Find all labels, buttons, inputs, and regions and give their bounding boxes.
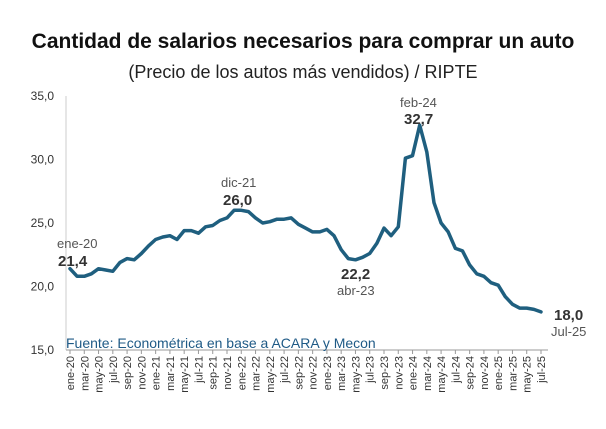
y-tick-label: 15,0 bbox=[31, 343, 55, 357]
x-tick-label: ene-25 bbox=[493, 356, 505, 390]
annotation-value-dic-21: 26,0 bbox=[223, 192, 252, 209]
annotation-date-jul-25: Jul-25 bbox=[551, 324, 586, 339]
y-tick-label: 35,0 bbox=[31, 89, 55, 103]
annotation-date-dic-21: dic-21 bbox=[221, 175, 256, 190]
x-tick-label: jul-23 bbox=[365, 356, 377, 384]
x-tick-label: nov-23 bbox=[393, 356, 405, 390]
annotation-value-abr-23: 22,2 bbox=[341, 266, 370, 283]
x-tick-label: nov-24 bbox=[479, 356, 491, 390]
y-tick-label: 20,0 bbox=[31, 280, 55, 294]
x-tick-label: ene-21 bbox=[151, 356, 163, 390]
x-tick-label: may-21 bbox=[179, 356, 191, 393]
annotation-date-abr-23: abr-23 bbox=[337, 283, 375, 298]
x-tick-label: mar-24 bbox=[422, 356, 434, 391]
x-tick-label: mar-20 bbox=[79, 356, 91, 391]
annotation-date-ene-20: ene-20 bbox=[57, 236, 97, 251]
x-tick-label: may-23 bbox=[350, 356, 362, 393]
x-tick-label: may-24 bbox=[436, 356, 448, 393]
x-tick-label: sep-20 bbox=[122, 356, 134, 390]
x-tick-label: sep-24 bbox=[465, 356, 477, 390]
x-tick-label: nov-22 bbox=[308, 356, 320, 390]
source-note: Fuente: Econométrica en base a ACARA y M… bbox=[66, 335, 376, 351]
x-tick-label: jul-22 bbox=[279, 356, 291, 384]
x-tick-label: ene-24 bbox=[408, 356, 420, 390]
x-tick-label: nov-20 bbox=[136, 356, 148, 390]
x-axis-ticks: ene-20 mar-20 may-20 jul-20 sep-20 nov-20 ene-… bbox=[65, 350, 548, 393]
x-tick-label: nov-21 bbox=[222, 356, 234, 390]
series-line bbox=[68, 123, 543, 314]
x-tick-label: may-20 bbox=[94, 356, 106, 393]
x-tick-label: mar-21 bbox=[165, 356, 177, 391]
x-tick-label: sep-23 bbox=[379, 356, 391, 390]
x-tick-label: jul-21 bbox=[193, 356, 205, 384]
annotation-value-jul-25: 18,0 bbox=[554, 307, 583, 324]
annotation-date-feb-24: feb-24 bbox=[400, 95, 437, 110]
chart-subtitle: (Precio de los autos más vendidos) / RIP… bbox=[128, 62, 478, 82]
x-tick-label: mar-22 bbox=[251, 356, 263, 391]
x-tick-label: may-22 bbox=[265, 356, 277, 393]
x-tick-label: mar-23 bbox=[336, 356, 348, 391]
x-tick-label: jul-20 bbox=[108, 356, 120, 384]
x-tick-label: mar-25 bbox=[507, 356, 519, 391]
y-tick-label: 25,0 bbox=[31, 216, 55, 230]
x-tick-label: sep-21 bbox=[208, 356, 220, 390]
y-tick-label: 30,0 bbox=[31, 153, 55, 167]
x-tick-label: may-25 bbox=[522, 356, 534, 393]
x-tick-label: ene-20 bbox=[65, 356, 77, 390]
y-axis-ticks: 15,0 20,0 25,0 30,0 35,0 bbox=[31, 89, 55, 357]
x-tick-label: ene-23 bbox=[322, 356, 334, 390]
x-tick-label: jul-25 bbox=[536, 356, 548, 384]
chart-title: Cantidad de salarios necesarios para com… bbox=[31, 30, 575, 53]
annotation-value-feb-24: 32,7 bbox=[404, 111, 433, 128]
x-tick-label: sep-22 bbox=[293, 356, 305, 390]
x-tick-label: jul-24 bbox=[450, 356, 462, 384]
x-tick-label: ene-22 bbox=[236, 356, 248, 390]
annotation-value-ene-20: 21,4 bbox=[58, 253, 88, 270]
